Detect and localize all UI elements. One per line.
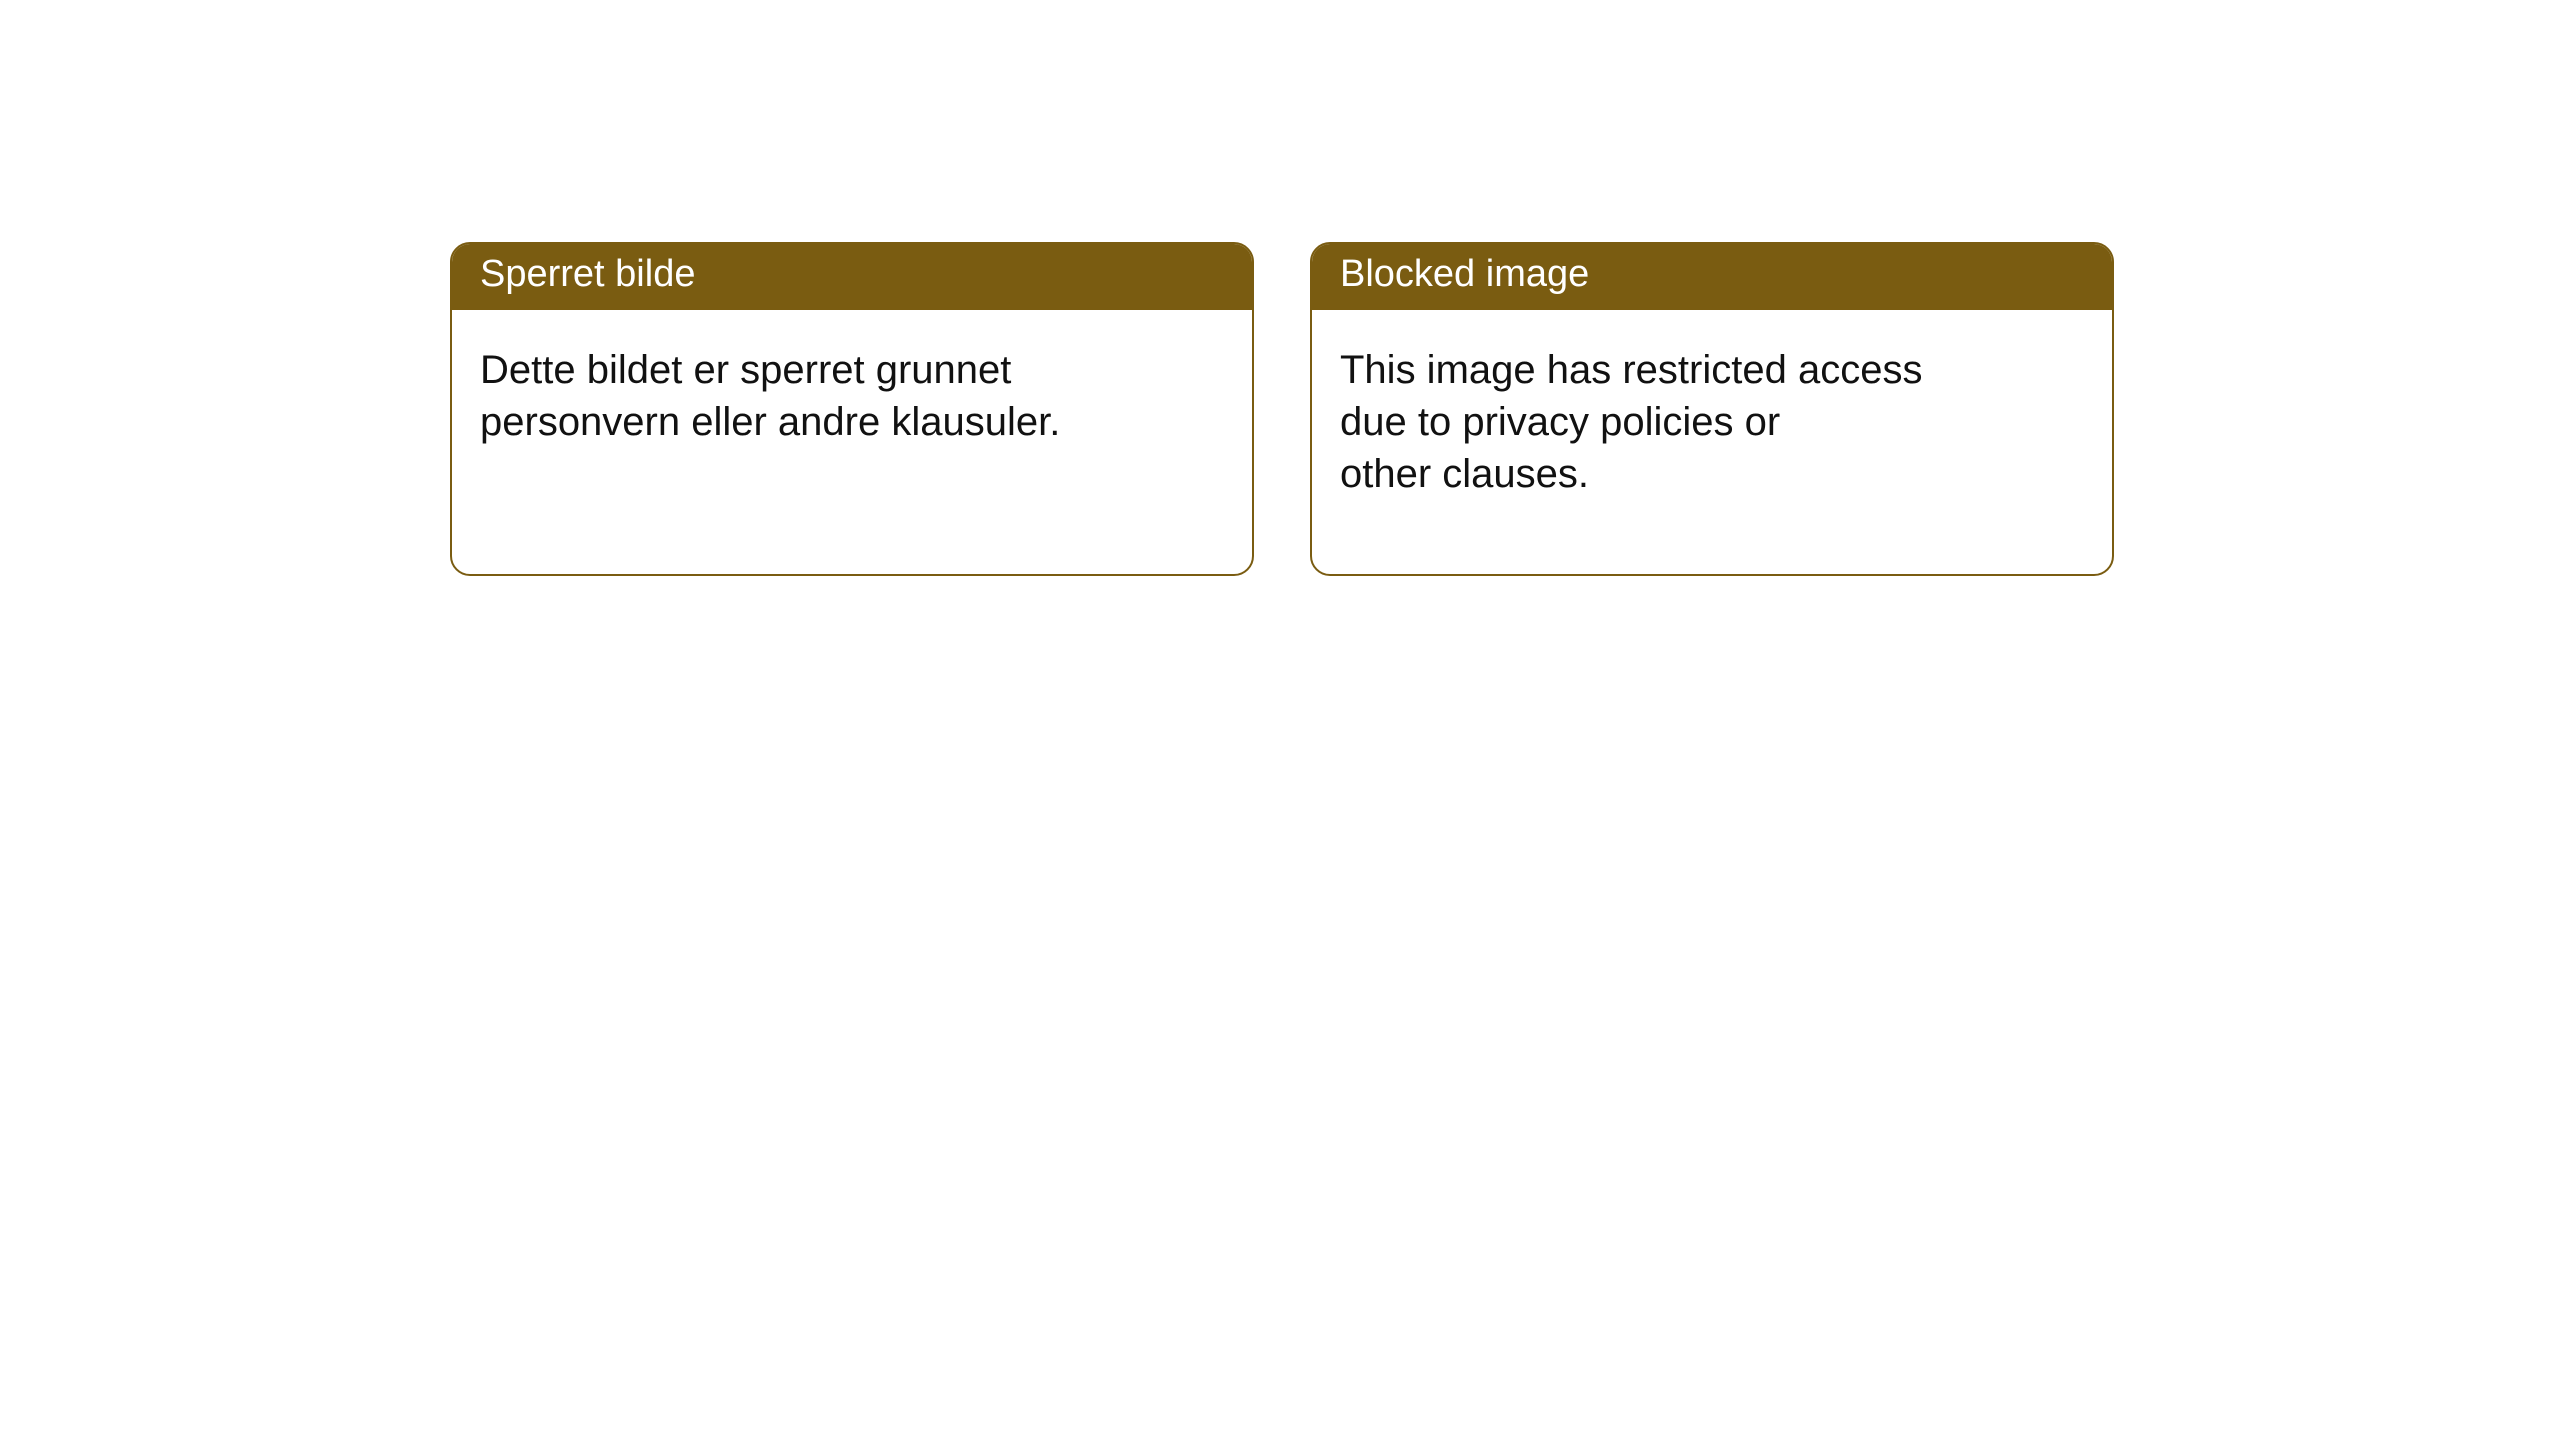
notice-card-no: Sperret bilde Dette bildet er sperret gr… (450, 242, 1254, 576)
notice-title-no: Sperret bilde (452, 244, 1252, 310)
notice-body-en: This image has restricted access due to … (1312, 310, 2112, 528)
notice-cards-container: Sperret bilde Dette bildet er sperret gr… (450, 242, 2114, 576)
notice-card-en: Blocked image This image has restricted … (1310, 242, 2114, 576)
notice-title-en: Blocked image (1312, 244, 2112, 310)
notice-body-no: Dette bildet er sperret grunnet personve… (452, 310, 1252, 476)
